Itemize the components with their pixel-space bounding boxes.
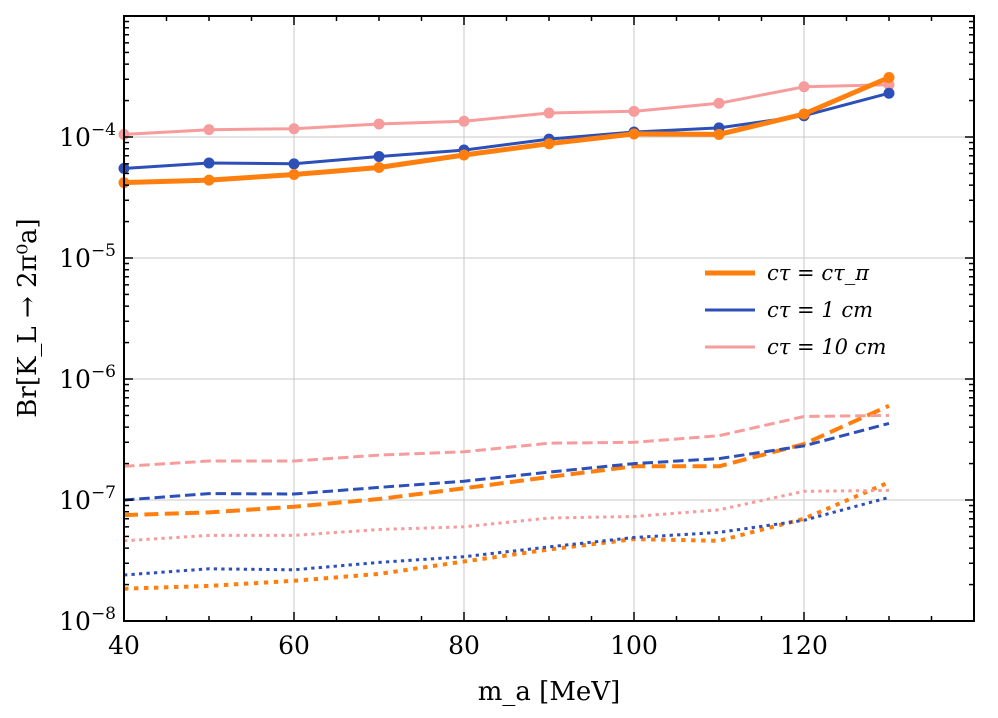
data-point (458, 115, 470, 127)
data-point (713, 97, 725, 109)
data-point (883, 87, 895, 99)
data-point (883, 72, 895, 84)
x-tick-label: 120 (780, 631, 828, 660)
data-point (203, 124, 215, 136)
x-tick-label: 100 (610, 631, 658, 660)
legend-label: cτ = 1 cm (767, 298, 873, 322)
x-tick-label: 40 (108, 631, 140, 660)
tick-labels: 40 60 80 100 120 10−8 10−7 10−6 10−5 10−4 (59, 120, 828, 660)
ticks (123, 16, 975, 622)
data-point (798, 81, 810, 93)
data-point (288, 158, 300, 170)
y-tick-label: 10−6 (59, 362, 116, 394)
data-point (288, 123, 300, 135)
legend-label: cτ = cτ_π (767, 261, 870, 285)
data-point (373, 161, 385, 173)
y-axis-label: Br[K_L → 2π⁰a] (13, 218, 43, 417)
data-point (288, 168, 300, 180)
series-line-solid (123, 75, 890, 186)
data-point (798, 108, 810, 120)
y-tick-label: 10−8 (59, 604, 116, 636)
data-point (543, 107, 555, 119)
y-tick-label: 10−4 (59, 120, 116, 152)
data-point (203, 174, 215, 186)
data-point (543, 138, 555, 150)
data-point (373, 150, 385, 162)
legend: cτ = cτ_π cτ = 1 cm cτ = 10 cm (705, 261, 886, 359)
data-point (628, 128, 640, 140)
legend-label: cτ = 10 cm (767, 335, 886, 359)
series-line-dotted (123, 488, 890, 543)
data-point (203, 157, 215, 169)
x-axis-label: m_a [MeV] (478, 677, 621, 707)
data-point (373, 118, 385, 130)
series-line-solid (123, 83, 890, 136)
data-point (713, 128, 725, 140)
series-line-dotted (123, 495, 890, 577)
y-tick-label: 10−7 (59, 483, 116, 515)
y-tick-label: 10−5 (59, 241, 116, 273)
data-point (628, 105, 640, 117)
x-tick-label: 60 (278, 631, 310, 660)
series-line-dashed (123, 413, 890, 468)
axis-titles: m_a [MeV] Br[K_L → 2π⁰a] (13, 218, 620, 707)
series-line-dashed (123, 403, 890, 518)
series-layer (118, 72, 895, 591)
series-line-dashed (123, 421, 890, 502)
series-line-dotted (123, 480, 890, 591)
x-tick-label: 80 (448, 631, 480, 660)
data-point (458, 149, 470, 161)
